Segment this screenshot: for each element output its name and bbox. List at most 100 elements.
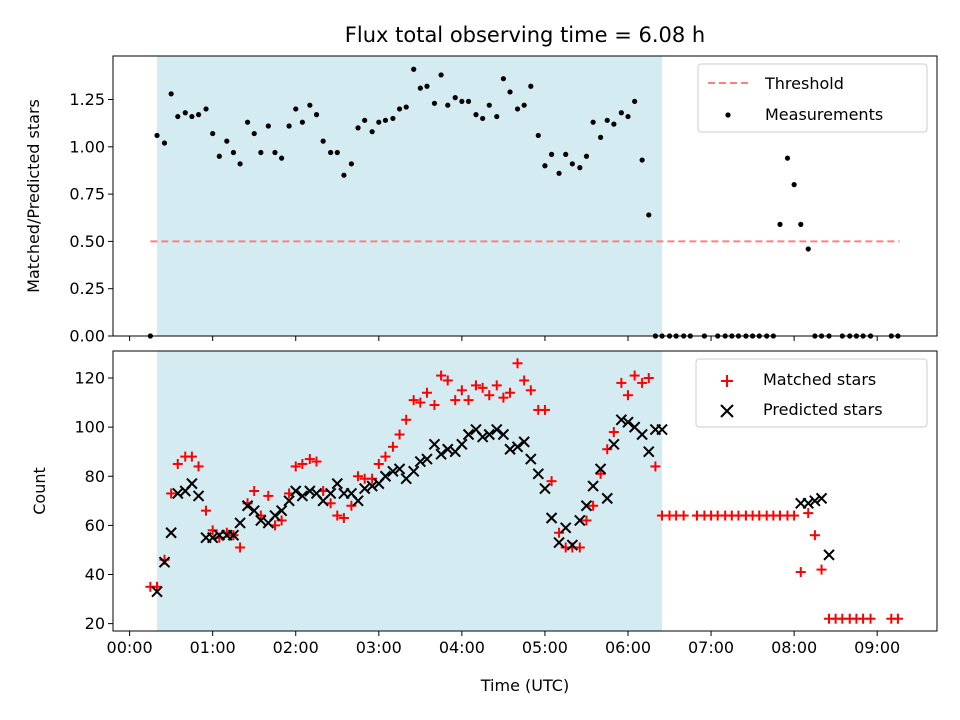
predicted-star-point [234, 517, 246, 529]
measurement-point [805, 246, 811, 252]
matched-star-point [166, 488, 177, 499]
predicted-star-point [532, 468, 544, 480]
predicted-star-point [615, 414, 628, 426]
predicted-star-point [352, 495, 364, 507]
predicted-star-point [656, 423, 668, 436]
measurement-point [216, 153, 222, 159]
predicted-star-point [539, 482, 551, 495]
predicted-star-point [227, 529, 240, 541]
matched-star-point [311, 456, 322, 467]
predicted-star-point [442, 443, 454, 455]
predicted-star-point [248, 504, 260, 517]
bot-y-tick-label: 100 [74, 418, 105, 437]
matched-star-point [629, 370, 640, 381]
matched-star-point [373, 458, 384, 469]
measurement-point [376, 119, 382, 125]
predicted-star-stroke [511, 441, 524, 453]
predicted-star-point [462, 428, 475, 441]
predicted-star-stroke [539, 482, 551, 495]
matched-star-point [186, 451, 197, 462]
measurement-point [445, 102, 451, 108]
predicted-star-point [559, 522, 572, 534]
predicted-star-stroke [553, 536, 565, 549]
bot-y-tick-label: 60 [85, 516, 105, 535]
legend-threshold-label: Threshold [764, 74, 844, 93]
measurement-point [320, 138, 326, 144]
predicted-star-point [518, 436, 530, 448]
predicted-star-point [407, 465, 420, 478]
measurement-point [265, 123, 271, 129]
predicted-star-stroke [580, 500, 593, 512]
predicted-star-stroke [234, 517, 246, 529]
predicted-star-stroke [462, 428, 475, 441]
measurement-point [210, 130, 216, 137]
matched-star-point [172, 458, 183, 469]
predicted-star-point [491, 423, 503, 436]
bottom-panel: 20 40 60 80 100 120 00:00 01:00 02:00 03:00 04:00… [30, 350, 938, 695]
matched-star-point [394, 429, 405, 440]
measurement-point [230, 149, 237, 156]
matched-star-point [554, 527, 565, 538]
predicted-star-stroke [483, 428, 495, 441]
legend-measurements-label: Measurements [765, 105, 883, 124]
measurement-point [438, 72, 444, 78]
legend-predicted-swatch [720, 404, 734, 418]
measurement-point [528, 83, 534, 89]
predicted-star-stroke [518, 436, 530, 448]
matched-star-point [415, 397, 426, 408]
predicted-star-stroke [407, 465, 420, 478]
predicted-star-stroke [324, 487, 337, 500]
x-tick-label: 02:00 [273, 638, 319, 657]
matched-star-point [325, 498, 336, 509]
predicted-star-stroke [255, 514, 267, 527]
predicted-star-stroke [192, 490, 205, 502]
predicted-star-point [192, 490, 205, 502]
measurement-point [161, 140, 168, 146]
top-y-tick-label: 1.25 [69, 90, 105, 109]
measurement-point [500, 76, 507, 82]
matched-star-point [201, 505, 212, 516]
x-axis-label: Time (UTC) [480, 676, 569, 695]
x-tick-label: 06:00 [605, 638, 651, 657]
measurement-point [313, 112, 320, 118]
predicted-star-point [414, 455, 427, 468]
matched-star-point [803, 508, 814, 519]
top-y-axis-label: Matched/Predicted stars [24, 99, 43, 293]
measurement-point [175, 113, 181, 120]
matched-star-point [401, 414, 412, 425]
matched-star-point [387, 441, 398, 452]
predicted-star-stroke [358, 482, 371, 495]
predicted-star-point [206, 531, 219, 544]
matched-star-point [498, 392, 509, 403]
matched-star-point [650, 461, 661, 472]
measurement-point [417, 85, 423, 91]
predicted-star-stroke [290, 485, 302, 497]
predicted-star-stroke [158, 556, 171, 568]
predicted-star-point [525, 453, 537, 465]
measurement-point [424, 83, 430, 89]
predicted-star-stroke [532, 468, 544, 480]
x-tick-label: 08:00 [771, 638, 817, 657]
predicted-star-point [802, 497, 814, 509]
matched-star-point [346, 500, 357, 511]
measurement-point [224, 138, 230, 144]
measurement-point [382, 117, 389, 123]
bottom-shaded-region [157, 351, 663, 631]
bot-y-tick-label: 20 [85, 614, 105, 633]
predicted-star-point [366, 480, 378, 492]
matched-star-point [463, 395, 474, 406]
bottom-x-ticks: 00:00 01:00 02:00 03:00 04:00 05:00 06:00 07:00… [107, 631, 900, 657]
predicted-star-stroke [601, 492, 613, 505]
matched-star-point [678, 510, 689, 521]
matched-star-point [338, 513, 349, 524]
bottom-y-axis-label: Count [30, 467, 49, 515]
predicted-star-point [815, 492, 828, 505]
matched-star-point [623, 390, 633, 401]
matched-star-point [408, 395, 419, 406]
predicted-star-point [601, 492, 613, 505]
legend-measurements-swatch [725, 112, 731, 118]
measurement-point [632, 98, 638, 105]
measurement-point [195, 112, 202, 118]
measurement-point [328, 149, 334, 156]
